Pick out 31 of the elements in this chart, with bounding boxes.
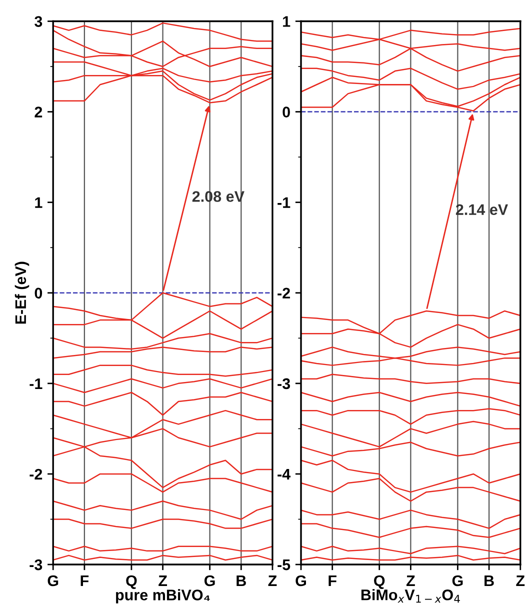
x-tick-label: G [296,575,306,586]
y-tick-label: -3 [278,378,290,390]
y-tick-label: 0 [282,106,290,118]
x-tick-label: G [452,575,463,586]
x-tick-label: B [484,575,494,586]
x-axis-title: BiMo$_{x}$V$_{1−x}$O$_{4}$ [361,589,460,603]
y-tick-label: -2 [278,288,290,298]
x-tick-label: Z [516,575,525,586]
y-tick-label: -1 [30,378,42,389]
x-tick-label: F [328,575,336,586]
y-axis-title: E-Ef (eV) [14,262,30,324]
y-tick-label: 3 [34,16,42,27]
y-tick-label: 0 [34,288,42,299]
x-tick-label: Z [406,575,415,586]
y-tick-label: -5 [278,560,290,570]
y-tick-label: -4 [278,468,290,480]
y-tick-label: 1 [283,16,290,27]
y-tick-label: -2 [30,468,42,480]
y-tick-label: 2 [34,106,42,118]
x-tick-label: B [236,575,246,586]
y-tick-label: -1 [278,197,290,208]
y-tick-label: 1 [35,197,42,208]
x-tick-label: F [80,575,89,586]
x-axis-title: pure mBiVO₄ [116,589,210,604]
x-tick-label: Q [126,575,137,590]
x-tick-label: G [48,575,58,586]
x-tick-label: Z [158,575,168,586]
y-tick-label: -3 [30,559,42,570]
x-tick-label: Q [374,575,385,590]
x-tick-label: G [204,575,215,586]
x-tick-label: Z [268,575,277,586]
